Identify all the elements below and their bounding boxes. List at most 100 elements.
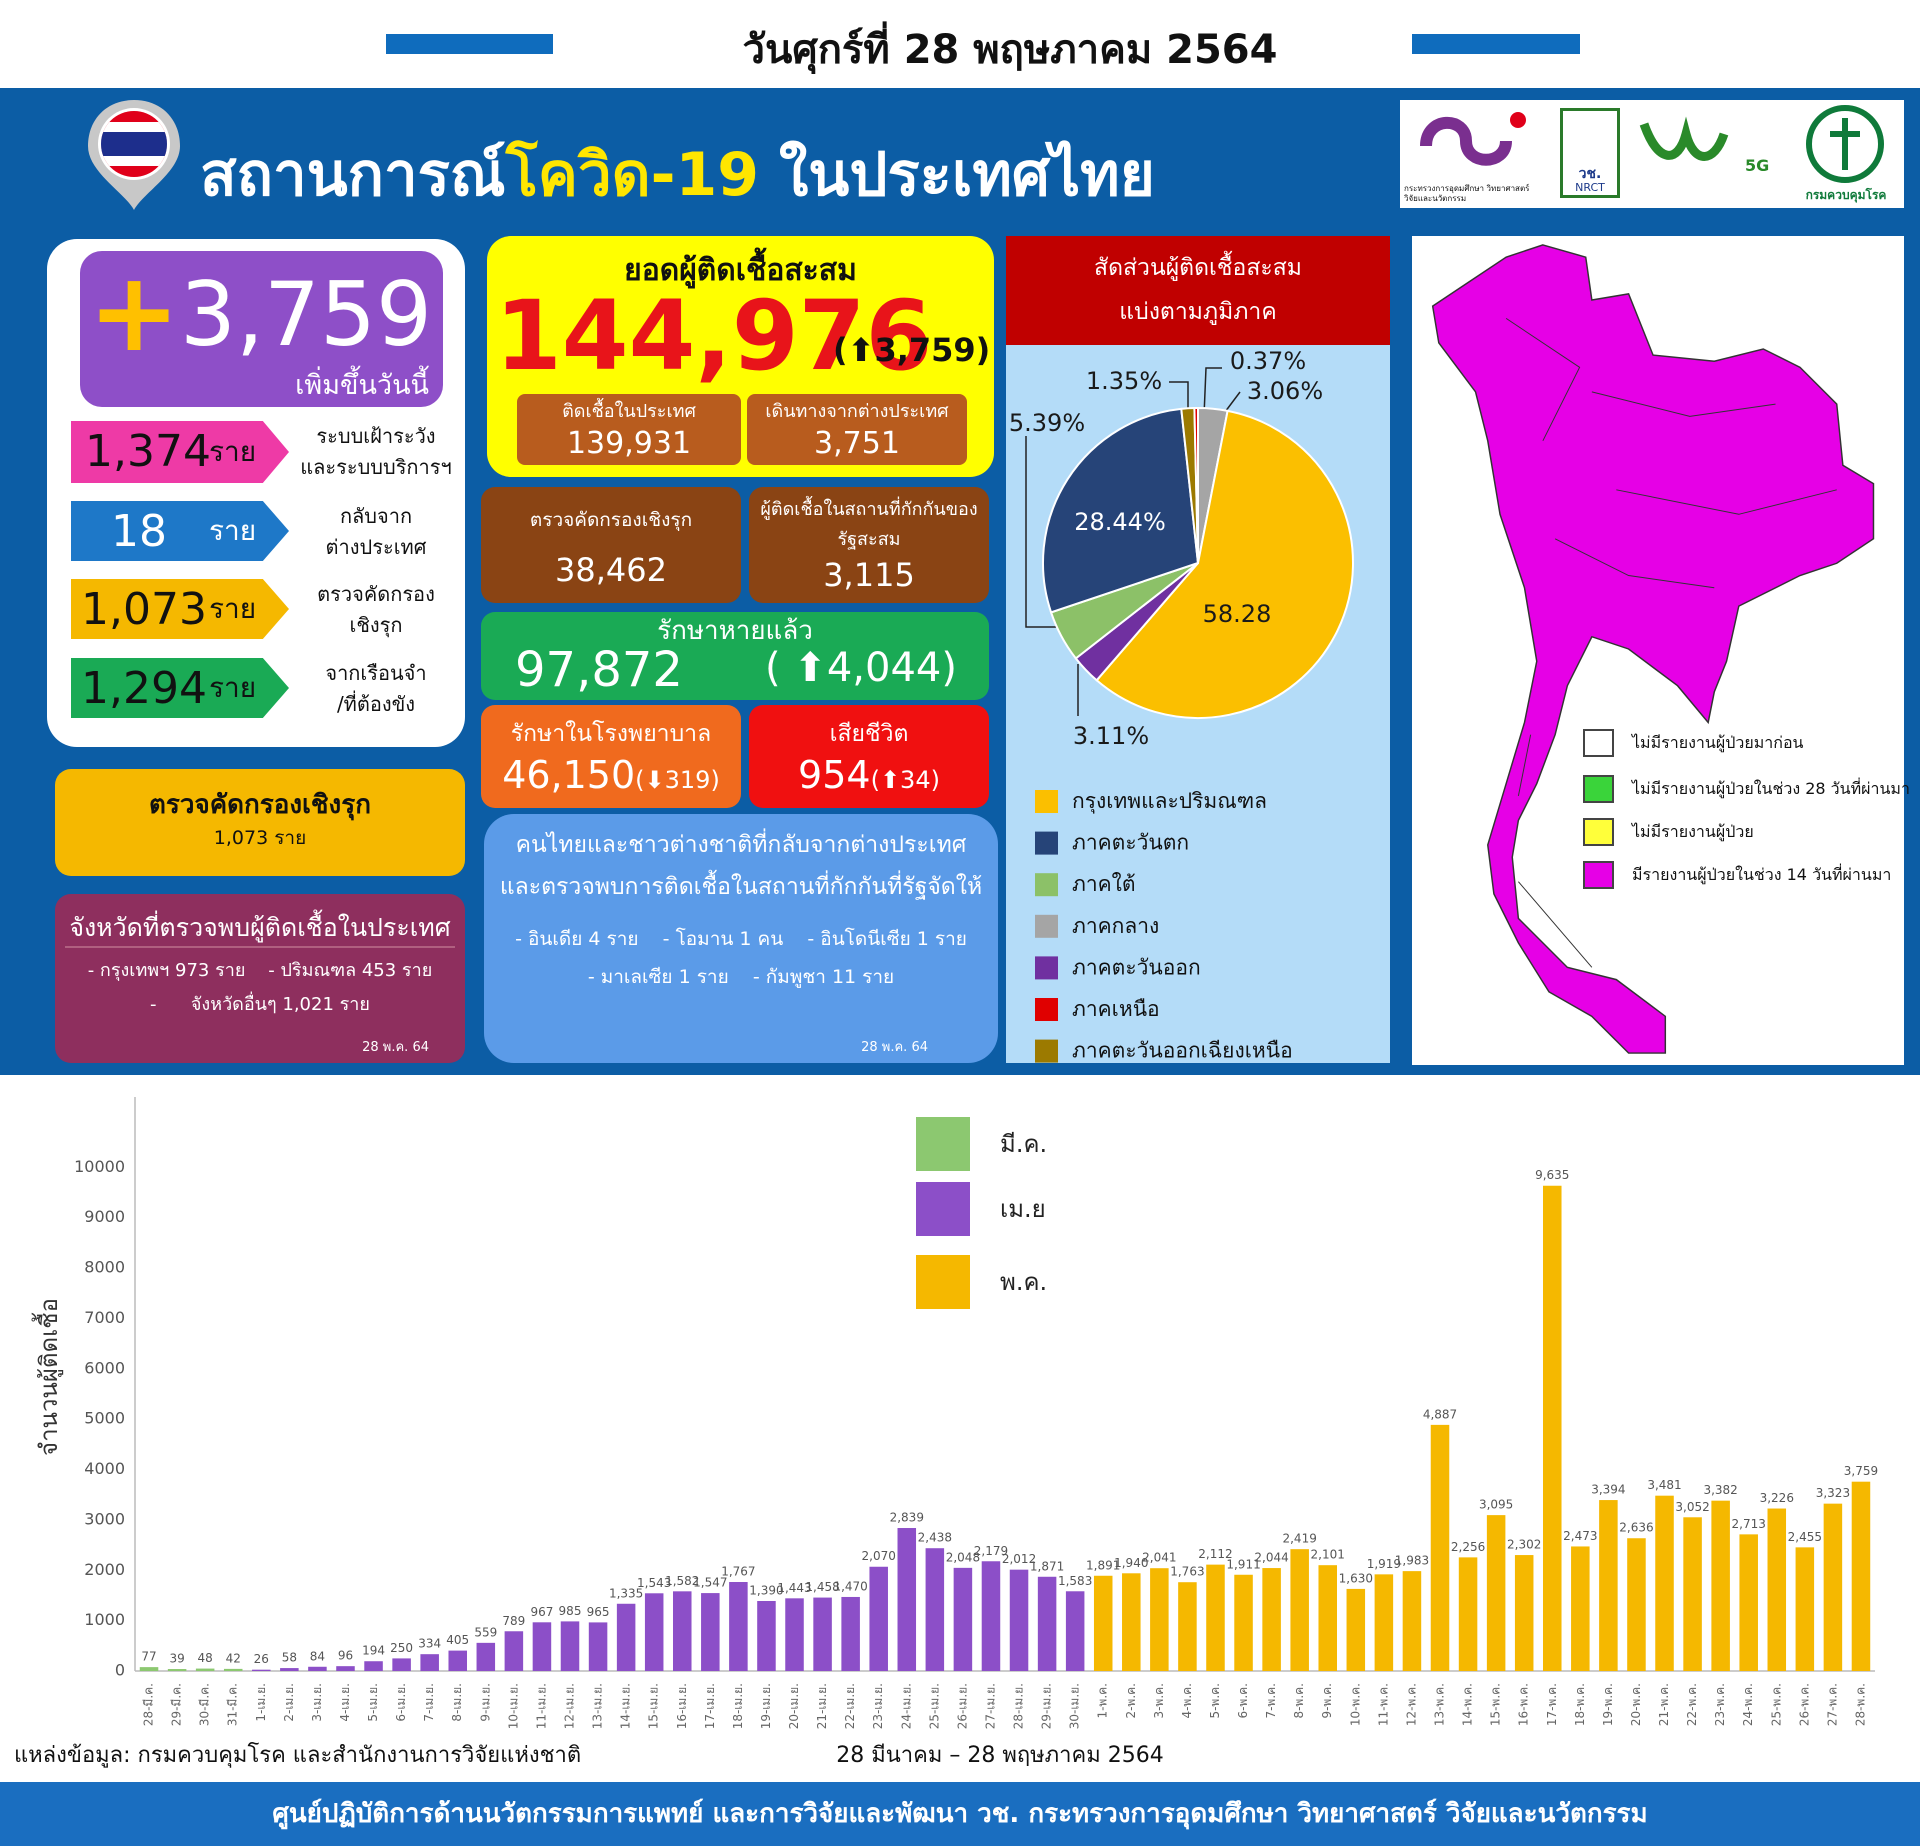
legend-label: พ.ค.: [1000, 1268, 1047, 1296]
bar: [616, 1603, 636, 1671]
domestic-box: ติดเชื้อในประเทศ 139,931: [517, 394, 741, 465]
x-tick-label: 6-พ.ค.: [1236, 1683, 1250, 1719]
x-tick-label: 11-เม.ย.: [534, 1683, 548, 1729]
y-tick-label: 10000: [74, 1157, 125, 1176]
bar: [1346, 1588, 1366, 1671]
value-label: 96: [338, 1649, 353, 1663]
bar: [1009, 1569, 1029, 1671]
breakdown-value: 1,294: [81, 663, 207, 714]
x-tick-label: 16-พ.ค.: [1517, 1683, 1531, 1726]
date: วันศุกร์ที่ 28 พฤษภาคม 2564: [742, 27, 1278, 73]
bar: [897, 1528, 917, 1671]
title-part: ในประเทศไทย: [779, 140, 1155, 210]
value-label: 405: [446, 1633, 469, 1647]
bar: [1795, 1547, 1815, 1671]
bar: [223, 1668, 243, 1671]
value-label: 2,048: [946, 1550, 980, 1564]
value-label: 48: [198, 1651, 213, 1665]
bar: [476, 1642, 496, 1671]
bar: [336, 1666, 355, 1671]
x-tick-label: 10-พ.ค.: [1348, 1683, 1362, 1726]
x-tick-label: 12-พ.ค.: [1404, 1683, 1418, 1726]
quarantine-box: ผู้ติดเชื้อในสถานที่กักกันของ รัฐสะสม 3,…: [749, 487, 989, 603]
recovered-change: ( ⬆4,044): [765, 645, 957, 691]
logo-text: วช.: [1578, 166, 1602, 182]
y-tick-label: 5000: [84, 1409, 125, 1428]
bar: [1037, 1576, 1057, 1671]
map-legend-label: มีรายงานผู้ป่วยในช่วง 14 วันที่ผ่านมา: [1632, 865, 1892, 884]
bar: [1262, 1568, 1281, 1671]
x-tick-label: 31-มี.ค.: [226, 1683, 240, 1726]
footer: ศูนย์ปฏิบัติการด้านนวัตกรรมการแพทย์ และก…: [0, 1782, 1920, 1846]
x-tick-label: 18-เม.ย.: [731, 1683, 745, 1729]
bar: [1739, 1534, 1758, 1671]
bar: [308, 1666, 327, 1671]
x-tick-label: 25-เม.ย.: [927, 1683, 941, 1729]
screening-total-value: 38,462: [555, 551, 667, 589]
value-label: 1,547: [693, 1576, 727, 1590]
cumulative-change: (⬆3,759): [833, 331, 991, 369]
returnees-title: คนไทยและชาวต่างชาติที่กลับจากต่างประเทศ: [515, 832, 967, 858]
provinces-box: จังหวัดที่ตรวจพบผู้ติดเชื้อในประเทศ - กร…: [55, 894, 465, 1063]
y-tick-label: 0: [115, 1661, 125, 1680]
label-line: กลับจาก: [339, 504, 413, 528]
breakdown-value: 18: [111, 506, 167, 557]
x-tick-label: 3-เม.ย.: [310, 1683, 324, 1722]
map-legend-swatch: [1583, 775, 1614, 803]
provinces-title: จังหวัดที่ตรวจพบผู้ติดเชื้อในประเทศ: [65, 910, 455, 948]
x-tick-label: 8-เม.ย.: [450, 1683, 464, 1722]
x-tick-label: 5-เม.ย.: [366, 1683, 380, 1722]
x-tick-label: 1-เม.ย.: [254, 1683, 268, 1722]
hospital-value: 46,150: [502, 753, 636, 797]
x-tick-label: 24-พ.ค.: [1741, 1683, 1755, 1726]
bar: [1374, 1574, 1394, 1671]
breakdown-label: ระบบเฝ้าระวัง และระบบบริการฯ: [291, 421, 461, 483]
bar: [1458, 1557, 1478, 1671]
value-label: 559: [474, 1625, 497, 1639]
provinces-date: 28 พ.ค. 64: [362, 1040, 429, 1055]
logo-nrct: วช. NRCT: [1560, 108, 1620, 198]
x-axis-label: 28 มีนาคม – 28 พฤษภาคม 2564: [836, 1743, 1163, 1768]
x-tick-label: 16-เม.ย.: [675, 1683, 689, 1729]
bar: [195, 1668, 215, 1671]
bar: [785, 1598, 804, 1671]
value-label: 2,455: [1788, 1530, 1822, 1544]
x-tick-label: 4-เม.ย.: [338, 1683, 352, 1722]
deaths-value: 954: [798, 753, 871, 797]
bar: [1627, 1538, 1646, 1671]
value-label: 1,940: [1114, 1556, 1148, 1570]
logo-text: NRCT: [1575, 181, 1605, 194]
bar: [560, 1621, 580, 1671]
value-label: 1,630: [1339, 1571, 1373, 1585]
x-tick-label: 15-เม.ย.: [647, 1683, 661, 1729]
x-tick-label: 26-พ.ค.: [1797, 1683, 1811, 1726]
bar: [1234, 1574, 1253, 1671]
bar: [925, 1548, 945, 1671]
x-tick-label: 19-เม.ย.: [759, 1683, 773, 1729]
imported-value: 3,751: [814, 426, 900, 461]
breakdown-unit: ราย: [209, 435, 257, 468]
bar: [1851, 1481, 1871, 1671]
screening-total-box: ตรวจคัดกรองเชิงรุก 38,462: [481, 487, 741, 603]
screening-value: 1,073 ราย: [213, 827, 307, 849]
x-tick-label: 12-เม.ย.: [563, 1683, 577, 1729]
x-tick-label: 22-พ.ค.: [1685, 1683, 1699, 1726]
value-label: 1,583: [1058, 1574, 1092, 1588]
new-cases-value: 3,759: [180, 263, 432, 366]
cumulative-title: ยอดผู้ติดเชื้อสะสม: [624, 253, 857, 288]
returnees-date: 28 พ.ค. 64: [861, 1040, 928, 1055]
value-label: 1,582: [665, 1574, 699, 1588]
province-item: - จังหวัดอื่นๆ 1,021 ราย: [150, 994, 370, 1015]
value-label: 9,635: [1535, 1168, 1569, 1182]
deaths-change: (⬆34): [870, 766, 940, 794]
value-label: 1,767: [721, 1565, 755, 1579]
pie-header: สัดส่วนผู้ติดเชื้อสะสม แบ่งตามภูมิภาค: [1006, 236, 1390, 345]
value-label: 1,458: [805, 1580, 839, 1594]
y-tick-label: 7000: [84, 1308, 125, 1327]
value-label: 84: [310, 1649, 325, 1663]
bar: [813, 1597, 832, 1671]
header-bar: [1412, 34, 1580, 54]
value-label: 2,438: [918, 1531, 952, 1545]
label-line: เชิงรุก: [349, 613, 403, 637]
x-tick-label: 14-พ.ค.: [1461, 1683, 1475, 1726]
